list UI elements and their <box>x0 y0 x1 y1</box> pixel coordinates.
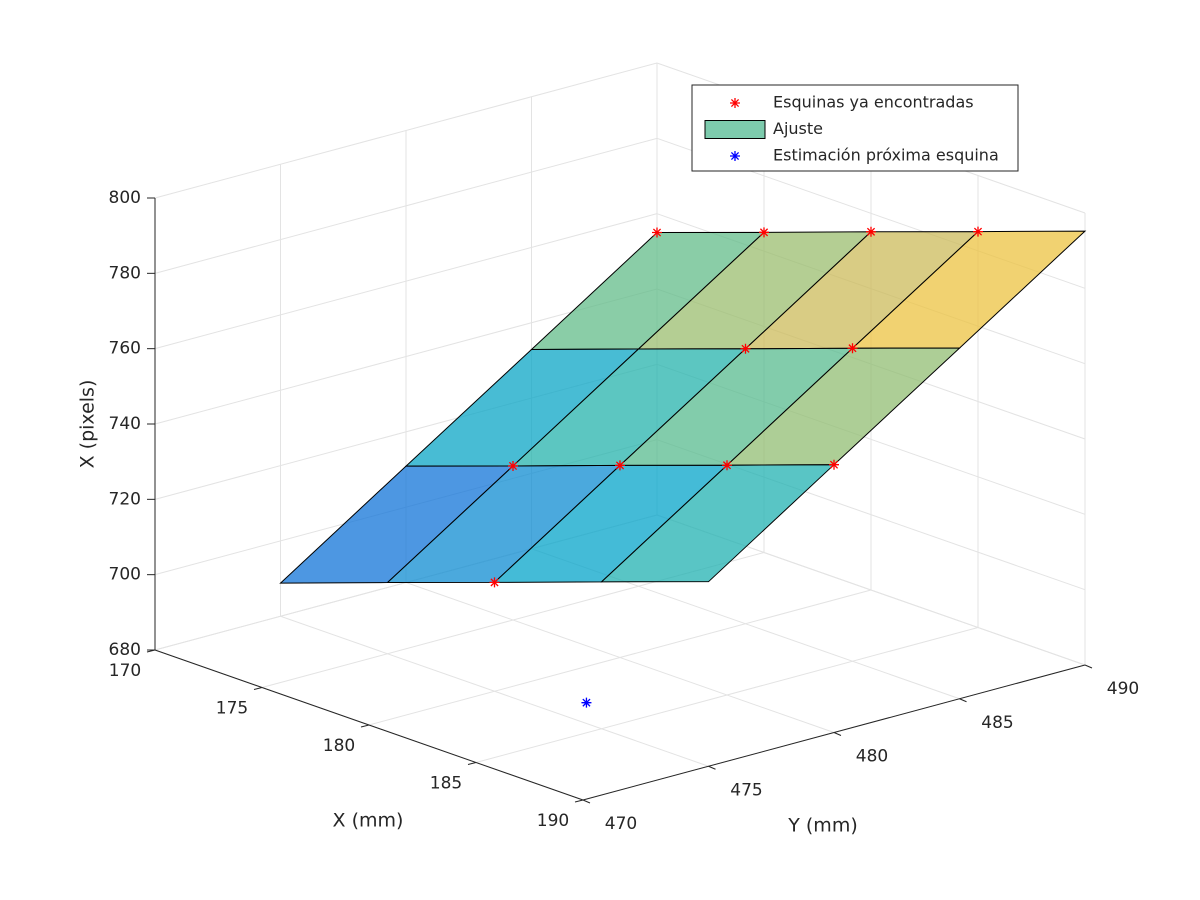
marker <box>730 98 740 108</box>
z-tick-label: 700 <box>109 565 141 585</box>
y-tick <box>833 732 842 736</box>
marker <box>730 151 740 161</box>
marker <box>740 343 751 354</box>
y-tick <box>1084 664 1093 669</box>
marker <box>508 460 518 471</box>
y-tick <box>708 765 716 770</box>
legend-label: Ajuste <box>773 119 823 138</box>
x-tick <box>574 799 584 803</box>
marker <box>847 343 858 354</box>
marker <box>829 459 839 470</box>
marker <box>615 460 625 471</box>
marker <box>581 697 592 708</box>
x-tick-label: 170 <box>109 661 141 681</box>
x-tick-label: 185 <box>430 774 462 794</box>
grid-line <box>154 213 658 350</box>
z-tick-label: 760 <box>109 339 141 359</box>
x-tick <box>467 762 477 765</box>
y-tick <box>582 799 591 804</box>
marker <box>973 226 983 237</box>
grid-line <box>154 62 658 199</box>
y-tick-label: 480 <box>856 747 888 767</box>
grid-line <box>405 582 835 733</box>
z-axis-label: X (pixels) <box>77 380 99 469</box>
marker <box>489 577 500 588</box>
y-tick-label: 475 <box>730 780 762 800</box>
x-tick <box>253 687 263 690</box>
x-tick-label: 190 <box>537 811 569 831</box>
y-tick-label: 485 <box>981 713 1013 733</box>
marker <box>722 460 732 471</box>
z-tick-label: 740 <box>109 414 141 434</box>
x-tick <box>360 724 370 728</box>
legend-label: Estimación próxima esquina <box>773 146 999 165</box>
y-tick <box>959 698 967 703</box>
marker <box>652 227 662 238</box>
grid-line <box>154 137 658 274</box>
z-tick-label: 800 <box>109 188 141 208</box>
z-tick-label: 780 <box>109 263 141 283</box>
z-tick-label: 720 <box>109 489 141 509</box>
marker <box>866 226 876 237</box>
y-tick-label: 490 <box>1107 679 1139 699</box>
x-axis-label: X (mm) <box>333 810 404 832</box>
z-tick-label: 680 <box>109 640 141 660</box>
y-tick-label: 470 <box>605 814 637 834</box>
grid-line <box>280 615 709 767</box>
y-axis-label: Y (mm) <box>787 815 858 837</box>
legend: Esquinas ya encontradas Ajuste Estimación … <box>691 84 1019 172</box>
x-tick-label: 175 <box>216 699 248 719</box>
legend-swatch <box>704 120 766 139</box>
legend-label: Esquinas ya encontradas <box>773 93 974 112</box>
x-tick-label: 180 <box>323 736 355 756</box>
marker <box>759 227 769 238</box>
